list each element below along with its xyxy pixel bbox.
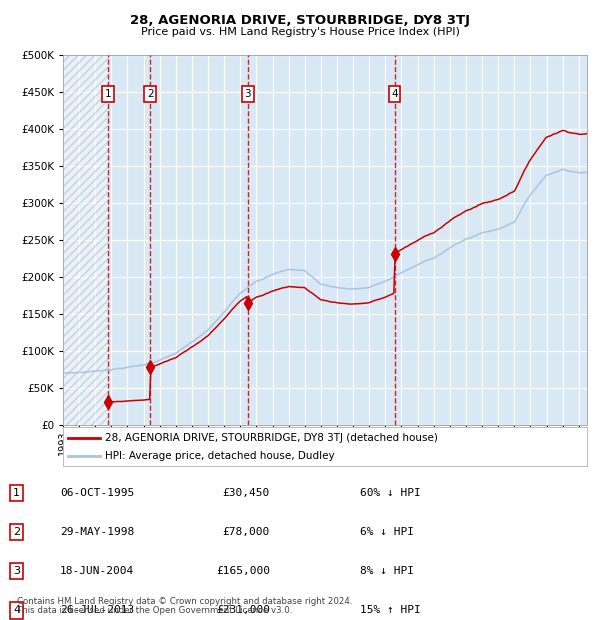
- Text: 4: 4: [391, 89, 398, 99]
- Text: 18-JUN-2004: 18-JUN-2004: [60, 566, 134, 577]
- Text: 4: 4: [13, 605, 20, 616]
- Text: 28, AGENORIA DRIVE, STOURBRIDGE, DY8 3TJ: 28, AGENORIA DRIVE, STOURBRIDGE, DY8 3TJ: [130, 14, 470, 27]
- Text: 3: 3: [244, 89, 251, 99]
- Text: £78,000: £78,000: [223, 527, 270, 538]
- Text: 15% ↑ HPI: 15% ↑ HPI: [360, 605, 421, 616]
- Text: Contains HM Land Registry data © Crown copyright and database right 2024.: Contains HM Land Registry data © Crown c…: [17, 597, 352, 606]
- Text: £30,450: £30,450: [223, 488, 270, 498]
- Text: 1: 1: [104, 89, 111, 99]
- Text: 6% ↓ HPI: 6% ↓ HPI: [360, 527, 414, 538]
- Text: 28, AGENORIA DRIVE, STOURBRIDGE, DY8 3TJ (detached house): 28, AGENORIA DRIVE, STOURBRIDGE, DY8 3TJ…: [105, 433, 438, 443]
- Text: 26-JUL-2013: 26-JUL-2013: [60, 605, 134, 616]
- Text: £231,000: £231,000: [216, 605, 270, 616]
- Text: This data is licensed under the Open Government Licence v3.0.: This data is licensed under the Open Gov…: [17, 606, 292, 615]
- Text: 8% ↓ HPI: 8% ↓ HPI: [360, 566, 414, 577]
- Text: 60% ↓ HPI: 60% ↓ HPI: [360, 488, 421, 498]
- Text: HPI: Average price, detached house, Dudley: HPI: Average price, detached house, Dudl…: [105, 451, 335, 461]
- Text: 3: 3: [13, 566, 20, 577]
- Text: 06-OCT-1995: 06-OCT-1995: [60, 488, 134, 498]
- Text: 1: 1: [13, 488, 20, 498]
- Text: Price paid vs. HM Land Registry's House Price Index (HPI): Price paid vs. HM Land Registry's House …: [140, 27, 460, 37]
- Text: 2: 2: [147, 89, 154, 99]
- Text: £165,000: £165,000: [216, 566, 270, 577]
- Text: 29-MAY-1998: 29-MAY-1998: [60, 527, 134, 538]
- Bar: [63, 55, 107, 425]
- Text: 2: 2: [13, 527, 20, 538]
